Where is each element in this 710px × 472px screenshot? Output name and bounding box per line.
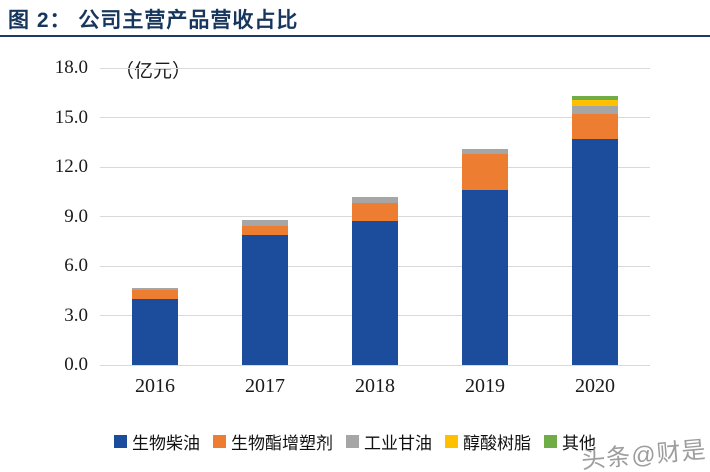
gridline-y-0.0 <box>100 364 650 366</box>
bar-segment-2020-其他 <box>572 96 618 101</box>
bar-2016 <box>132 288 178 365</box>
gridline-y-12.0 <box>100 166 650 168</box>
y-tick-label-0.0: 0.0 <box>64 354 88 375</box>
bar-segment-2017-生物柴油 <box>242 234 288 365</box>
bar-segment-2018-生物柴油 <box>352 221 398 365</box>
bar-segment-2020-生物柴油 <box>572 138 618 365</box>
bar-2018 <box>352 196 398 365</box>
y-tick-label-9.0: 9.0 <box>64 205 88 227</box>
bar-segment-2019-工业甘油 <box>462 148 508 154</box>
x-tick-label-2018: 2018 <box>355 375 395 397</box>
legend-swatch-icon-其他 <box>544 434 557 448</box>
legend-label-生物柴油: 生物柴油 <box>132 433 200 453</box>
x-tick-label-2020: 2020 <box>575 375 615 397</box>
y-axis-unit-label: （亿元） <box>115 61 192 82</box>
legend-swatch-icon-生物酯增塑剂 <box>213 434 226 448</box>
bar-segment-2019-生物柴油 <box>462 190 508 365</box>
bar-segment-2020-醇酸树脂 <box>572 100 618 106</box>
plot-area: 0.0 3.0 6.0 9.0 12.0 15.0 18.0 2016 2017 2018 2019… <box>55 57 650 397</box>
y-tick-label-15.0: 15.0 <box>54 106 88 128</box>
legend-label-生物酯增塑剂: 生物酯增塑剂 <box>231 433 333 453</box>
legend-swatch-icon-工业甘油 <box>346 434 359 448</box>
legend-item-工业甘油: 工业甘油 <box>346 429 432 454</box>
bar-2019 <box>462 148 508 365</box>
legend-item-生物酯增塑剂: 生物酯增塑剂 <box>213 429 333 454</box>
bar-segment-2016-工业甘油 <box>132 288 178 290</box>
bar-segment-2019-生物酯增塑剂 <box>462 153 508 191</box>
bar-segment-2017-工业甘油 <box>242 219 288 227</box>
legend-swatch-icon-醇酸树脂 <box>445 434 458 448</box>
bar-segment-2017-生物酯增塑剂 <box>242 226 288 235</box>
y-tick-label-12.0: 12.0 <box>54 156 88 177</box>
bar-segment-2018-工业甘油 <box>352 196 398 204</box>
legend-label-其他: 其他 <box>562 433 596 453</box>
bar-segment-2020-生物酯增塑剂 <box>572 114 618 139</box>
legend-label-工业甘油: 工业甘油 <box>364 433 432 453</box>
legend-item-其他: 其他 <box>544 429 596 454</box>
x-tick-label-2017: 2017 <box>245 375 285 397</box>
legend-item-醇酸树脂: 醇酸树脂 <box>445 429 531 454</box>
bar-segment-2016-生物柴油 <box>132 299 178 365</box>
y-tick-label-6.0: 6.0 <box>64 255 88 276</box>
legend-swatch-icon-生物柴油 <box>114 434 127 448</box>
y-tick-label-3.0: 3.0 <box>64 304 88 326</box>
legend-item-生物柴油: 生物柴油 <box>114 429 200 454</box>
chart-legend: 生物柴油 生物酯增塑剂 工业甘油 醇酸树脂 其他 <box>0 429 710 454</box>
title-underline <box>0 35 710 37</box>
bar-segment-2020-工业甘油 <box>572 105 618 115</box>
bar-segment-2016-生物酯增塑剂 <box>132 289 178 299</box>
bar-segment-2018-生物酯增塑剂 <box>352 203 398 222</box>
bar-2017 <box>242 219 288 365</box>
bar-2020 <box>572 96 618 365</box>
x-tick-label-2016: 2016 <box>135 375 175 397</box>
legend-label-醇酸树脂: 醇酸树脂 <box>463 433 531 453</box>
x-tick-label-2019: 2019 <box>465 375 505 397</box>
figure-title: 图 2： 公司主营产品营收占比 <box>8 9 299 32</box>
gridline-y-18.0 <box>100 67 650 69</box>
gridline-y-15.0 <box>100 117 650 118</box>
y-tick-label-18.0: 18.0 <box>54 57 88 78</box>
